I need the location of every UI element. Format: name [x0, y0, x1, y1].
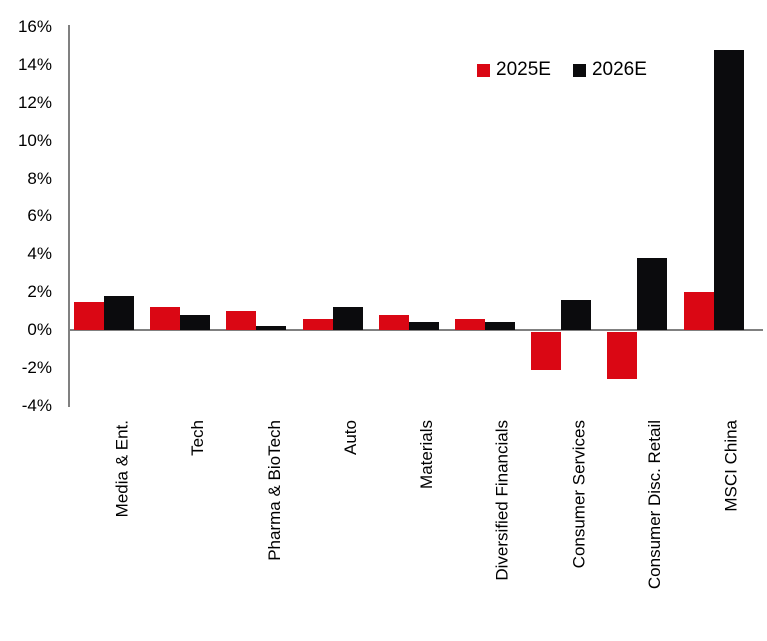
bar-2026e-diversified-financials — [485, 322, 515, 330]
legend-label-2025e: 2025E — [496, 59, 551, 80]
y-axis-tick-label-16: 16% — [17, 17, 52, 37]
y-axis-tick-label-12: 12% — [17, 92, 52, 112]
bar-2026e-consumer-disc-retail — [637, 258, 668, 330]
x-axis-zero-line — [68, 329, 763, 331]
x-axis-label-pharma-biotech: Pharma & BioTech — [264, 420, 284, 561]
bar-2025e-auto — [302, 318, 333, 330]
y-axis-tick-label-0: 0% — [27, 320, 52, 339]
legend-item-2025e: 2025E — [477, 59, 551, 81]
bar-2025e-materials — [378, 314, 409, 330]
legend-label-2026e: 2026E — [591, 59, 647, 80]
y-axis-tick-label-4: 4% — [27, 244, 52, 264]
x-axis-label-msci-china: MSCI China — [721, 420, 741, 512]
bar-2026e-tech — [180, 314, 211, 330]
bar-2025e-msci-china — [683, 292, 714, 330]
bar-2025e-consumer-disc-retail — [607, 332, 638, 380]
legend-swatch-2026e — [572, 63, 586, 77]
y-axis-tick-label-10: 10% — [17, 130, 52, 150]
y-axis-tick-label-neg4: -4% — [21, 395, 52, 415]
y-axis-tick-label-neg2: -2% — [21, 357, 52, 377]
bar-2025e-tech — [150, 307, 181, 330]
bar-2025e-diversified-financials — [455, 318, 485, 330]
y-axis-tick-label-6: 6% — [27, 206, 52, 226]
bar-2025e-pharma-biotech — [226, 311, 257, 330]
legend-item-2026e: 2026E — [572, 59, 647, 81]
chart-legend: 2025E 2026E — [477, 59, 647, 81]
x-axis-label-materials: Materials — [416, 420, 436, 489]
x-axis-label-diversified-financials: Diversified Financials — [493, 420, 512, 581]
bar-2026e-pharma-biotech — [256, 326, 287, 330]
x-axis-label-consumer-disc-retail: Consumer Disc. Retail — [645, 420, 665, 590]
y-axis-tick-label-8: 8% — [27, 168, 52, 188]
x-axis-label-auto: Auto — [340, 420, 360, 455]
x-axis-label-tech: Tech — [188, 420, 208, 456]
y-axis-tick-label-14: 14% — [17, 55, 52, 75]
bar-2025e-media-ent — [74, 301, 104, 330]
x-axis-label-media-ent: Media & Ent. — [112, 420, 131, 518]
bar-2025e-consumer-services — [531, 332, 562, 370]
bar-2026e-auto — [332, 307, 363, 330]
x-axis-label-consumer-services: Consumer Services — [569, 420, 589, 569]
bar-2026e-media-ent — [104, 295, 134, 330]
legend-swatch-2025e — [477, 63, 490, 77]
y-axis-tick-label-2: 2% — [27, 282, 52, 302]
bar-2026e-msci-china — [713, 49, 744, 330]
bar-2026e-consumer-services — [561, 299, 592, 330]
y-axis-line — [68, 25, 70, 407]
bar-2026e-materials — [408, 322, 439, 330]
